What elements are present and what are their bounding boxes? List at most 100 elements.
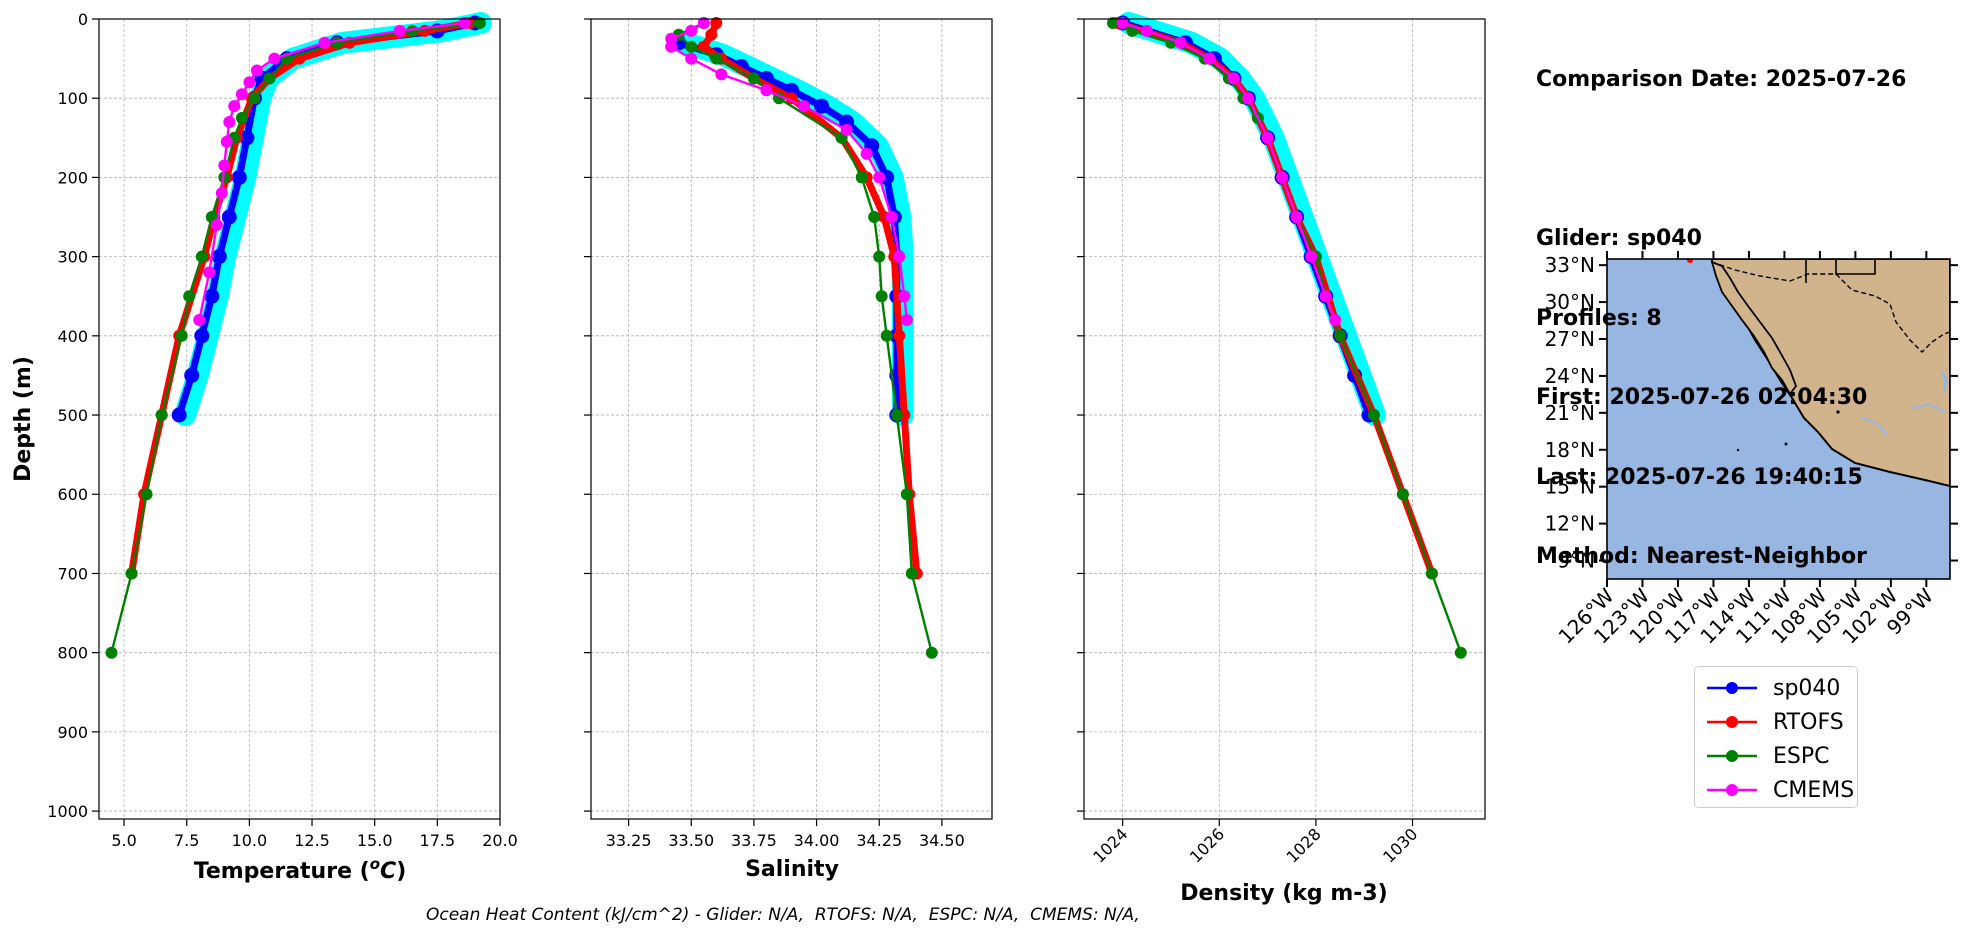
series-RTOFS-point xyxy=(697,40,710,53)
map-lat-label: 33°N xyxy=(1545,253,1595,277)
series-CMEMS-point xyxy=(898,290,911,303)
y-tick-label: 100 xyxy=(57,89,88,108)
series-RTOFS-point xyxy=(893,329,906,342)
x-tick-label: 33.25 xyxy=(606,831,652,850)
x-tick-label: 17.5 xyxy=(420,831,456,850)
series-CMEMS-point xyxy=(1261,131,1274,144)
comparison-date: Comparison Date: 2025-07-26 xyxy=(1536,67,1907,92)
series-CMEMS-point xyxy=(685,52,698,65)
x-tick-label: 5.0 xyxy=(111,831,136,850)
legend-item-rtofs: RTOFS xyxy=(1703,707,1853,737)
legend-item-espc: ESPC xyxy=(1703,741,1853,771)
series-CMEMS-point xyxy=(223,116,236,128)
series-CMEMS-point xyxy=(798,100,810,113)
series-CMEMS-point xyxy=(228,100,241,113)
map-frame xyxy=(1606,258,1951,580)
series-CMEMS-point xyxy=(873,171,886,184)
x-tick-label: 1026 xyxy=(1186,824,1228,866)
series-CMEMS-point xyxy=(1203,52,1216,65)
series-CMEMS-point xyxy=(215,187,228,200)
series-sp040-point xyxy=(184,367,200,383)
x-tick-label: 33.75 xyxy=(731,831,777,850)
series-ESPC-point xyxy=(183,290,196,303)
salinity-axis-title: Salinity xyxy=(745,857,839,882)
density-axes-frame xyxy=(1083,18,1486,820)
series-sp040-point xyxy=(211,249,227,265)
series-ESPC-point xyxy=(1107,17,1119,29)
series-ESPC-point xyxy=(105,646,118,659)
series-CMEMS-point xyxy=(203,266,216,279)
x-tick-label: 10.0 xyxy=(232,831,268,850)
salinity-panel: 33.25 33.50 33.75 34.00 34.25 34.50 xyxy=(584,17,993,850)
series-ESPC-point xyxy=(140,488,153,501)
y-tick-label: 200 xyxy=(57,168,88,187)
map-island xyxy=(1799,551,1801,553)
series-CMEMS-point xyxy=(885,211,898,223)
series-sp040-point xyxy=(171,407,187,423)
series-CMEMS-point xyxy=(840,123,853,136)
series-ESPC-point xyxy=(1334,329,1347,342)
series-CMEMS-point xyxy=(715,68,728,81)
series-CMEMS-point xyxy=(458,17,471,29)
series-ESPC-line xyxy=(110,21,481,653)
series-CMEMS-point xyxy=(1140,24,1153,37)
temperature-axis-title: Temperature (oC) xyxy=(194,855,407,884)
map-country-border xyxy=(1711,261,1950,353)
temperature-panel: 0 100 200 300 400 500 600 700 800 900 1000 5.0 7.5 10… xyxy=(47,10,518,850)
series-ESPC-point xyxy=(855,171,868,184)
x-tick-label: 12.5 xyxy=(294,831,330,850)
glider-location-map: 33°N30°N27°N24°N21°N18°N15°N12°N9°N126°W… xyxy=(1545,251,1958,649)
series-CMEMS-point xyxy=(1305,250,1318,263)
series-ESPC-point xyxy=(155,409,168,421)
series-ESPC-point xyxy=(125,567,138,580)
first-profile-time: First: 2025-07-26 02:04:30 xyxy=(1536,385,1868,410)
map-island xyxy=(1736,448,1740,452)
y-tick-label: 400 xyxy=(57,327,88,346)
x-tick-label: 7.5 xyxy=(174,831,199,850)
series-CMEMS-point xyxy=(1242,92,1255,105)
density-panel: 1024 1026 1028 1030 xyxy=(1077,12,1486,867)
map-state-border xyxy=(1805,259,1876,283)
x-tick-label: 34.25 xyxy=(856,831,902,850)
series-ESPC-point xyxy=(873,250,886,263)
y-tick-label: 900 xyxy=(57,723,88,742)
series-ESPC-point xyxy=(1454,646,1467,659)
map-lat-label: 30°N xyxy=(1545,290,1595,314)
x-tick-label: 34.00 xyxy=(794,831,840,850)
series-CMEMS-point xyxy=(1290,211,1303,223)
series-CMEMS-point xyxy=(1116,17,1129,29)
series-CMEMS-point xyxy=(860,147,873,160)
series-ESPC-point xyxy=(248,92,261,105)
series-CMEMS-point xyxy=(250,64,263,77)
series-ESPC-point xyxy=(880,329,893,342)
last-profile-time: Last: 2025-07-26 19:40:15 xyxy=(1536,464,1863,490)
series-CMEMS-point xyxy=(1227,72,1240,85)
legend-label-espc: ESPC xyxy=(1773,744,1830,769)
glider-name: Glider: sp040 xyxy=(1536,226,1702,251)
series-CMEMS-line xyxy=(670,21,908,321)
series-ESPC-point xyxy=(685,40,698,53)
map-lat-label: 21°N xyxy=(1545,401,1595,425)
series-CMEMS-point xyxy=(1319,290,1332,303)
legend: sp040 RTOFS ESPC CMEMS xyxy=(1694,666,1858,808)
map-island xyxy=(1784,442,1788,446)
series-ESPC-line xyxy=(677,21,933,653)
series-ESPC-point xyxy=(263,72,276,85)
series-CMEMS-point xyxy=(243,76,256,89)
series-RTOFS-point xyxy=(705,28,718,41)
series-sp040-point xyxy=(814,98,830,114)
legend-label-rtofs: RTOFS xyxy=(1773,710,1844,735)
series-CMEMS-point xyxy=(235,88,248,101)
series-ESPC-point xyxy=(331,36,344,49)
map-lat-label: 24°N xyxy=(1545,364,1595,388)
series-ESPC-point xyxy=(195,250,208,263)
series-CMEMS-point xyxy=(893,250,906,263)
series-CMEMS-point xyxy=(218,159,231,172)
series-ESPC-point xyxy=(900,488,913,501)
series-CMEMS-point xyxy=(685,24,698,37)
temperature-axes-frame xyxy=(98,18,501,820)
series-ESPC-point xyxy=(710,52,723,65)
series-CMEMS-point xyxy=(393,24,406,37)
series-CMEMS-point xyxy=(1329,314,1342,326)
legend-label-sp040: sp040 xyxy=(1773,676,1841,701)
